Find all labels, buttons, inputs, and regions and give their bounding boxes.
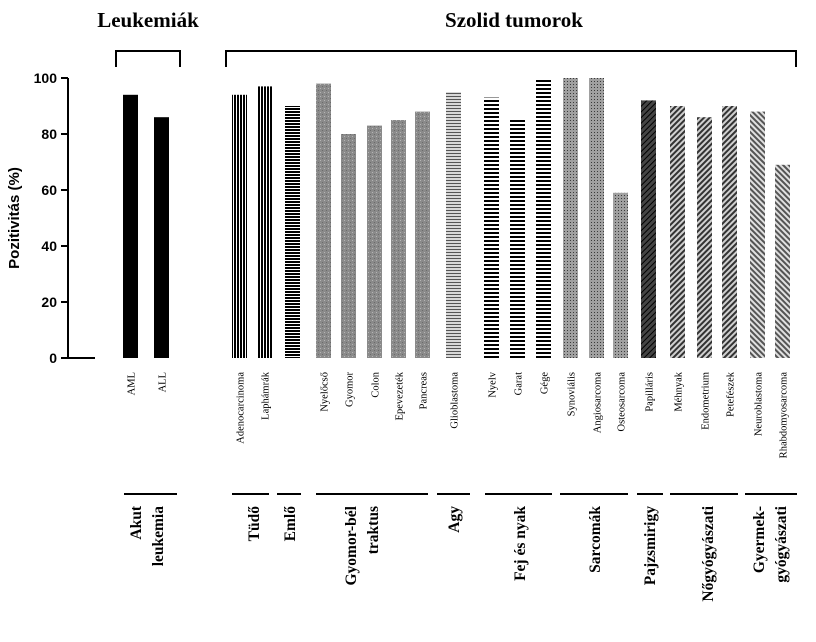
category-label: Epevezeték <box>395 371 406 420</box>
bar-pancreas <box>415 111 430 358</box>
bars <box>123 78 790 359</box>
category-label: Nyelv <box>488 371 499 397</box>
bar-aml <box>123 94 138 359</box>
category-labels: AML ALL Adenocarcinoma Laphámrák Nyelőcső Gyo… <box>127 371 790 458</box>
bar-angiosarcoma <box>589 78 604 358</box>
category-label: Laphámrák <box>261 371 272 420</box>
group-label: leukemia <box>150 506 167 567</box>
category-label: Méhnyak <box>674 371 685 411</box>
bar-osteosarcoma <box>613 192 628 358</box>
y-tick-label: 20 <box>41 294 57 310</box>
bar-nyelv <box>484 97 499 358</box>
bar-méhnyak <box>670 106 685 358</box>
group-label: Nőgyógyászati <box>700 505 717 601</box>
category-label: Osteosarcoma <box>617 372 628 432</box>
category-label: Garat <box>514 372 525 395</box>
group-label: Agy <box>446 506 463 533</box>
category-label: Adenocarcinoma <box>236 372 247 444</box>
group-label: Fej és nyak <box>512 506 529 581</box>
y-axis: 0 20 40 60 80 100 <box>34 70 95 366</box>
y-tick-label: 100 <box>34 70 58 86</box>
group-label: gyógyászati <box>773 505 790 582</box>
category-label: Endometrium <box>701 372 712 430</box>
category-label: Glioblastoma <box>450 372 461 429</box>
category-label: Gyomor <box>345 372 356 408</box>
bar-endometrium <box>697 117 712 358</box>
category-label: Pancreas <box>419 372 430 409</box>
category-label: Neuroblastoma <box>754 372 765 436</box>
supergroup-bracket <box>115 50 181 67</box>
category-label: Colon <box>371 371 382 397</box>
category-label: Petefészek <box>726 371 737 417</box>
y-tick-label: 60 <box>41 182 57 198</box>
bar-synoviális <box>563 78 578 358</box>
category-label: AML <box>127 372 138 395</box>
group-labels: Akut leukemia Tüdő Emlő Gyomor-bél traktus Agy… <box>128 505 790 601</box>
bar-colon <box>367 125 382 358</box>
supergroup-title-leukemia: Leukemiák <box>97 8 199 32</box>
group-label: Akut <box>128 505 145 539</box>
bar-epevezeték <box>391 120 406 358</box>
y-axis-label: Pozitivitás (%) <box>6 167 23 269</box>
supergroup-brackets <box>115 50 797 67</box>
bar-garat <box>510 120 525 358</box>
group-label: Tüdő <box>246 506 263 542</box>
category-label: Papilláris <box>645 372 656 412</box>
y-tick-label: 40 <box>41 238 57 254</box>
category-label: Gége <box>540 372 551 394</box>
bar-gyomor <box>341 134 356 358</box>
supergroup-title-solid-tumors: Szolid tumorok <box>445 8 583 32</box>
bar-rhabdomyosarcoma <box>775 164 790 358</box>
bar-neuroblastoma <box>750 111 765 358</box>
bar-adenocarcinoma <box>232 94 247 359</box>
y-tick-label: 80 <box>41 126 57 142</box>
group-label: Sarcomák <box>587 506 604 573</box>
bar-papilláris <box>641 100 656 359</box>
group-label: Gyomor-bél <box>343 505 360 585</box>
bar-petefészek <box>722 106 737 358</box>
bar-glioblastoma <box>446 92 461 358</box>
category-label: Synoviális <box>567 372 578 416</box>
bar-gége <box>536 78 551 358</box>
supergroup-bracket <box>225 50 797 67</box>
bar-all <box>154 117 169 358</box>
bar-nyelőcső <box>316 83 331 358</box>
group-label: traktus <box>365 506 382 554</box>
group-label: Pajzsmirigy <box>642 506 659 585</box>
group-label: Gyermek- <box>751 506 768 573</box>
y-tick-label: 0 <box>49 350 57 366</box>
category-label: ALL <box>158 372 169 392</box>
category-label: Rhabdomyosarcoma <box>779 372 790 459</box>
bar-laphámrák <box>257 86 272 359</box>
bar-emlo <box>285 106 300 358</box>
category-label: Nyelőcső <box>320 372 331 412</box>
group-label: Emlő <box>282 506 299 542</box>
category-label: Angiosarcoma <box>593 372 604 434</box>
